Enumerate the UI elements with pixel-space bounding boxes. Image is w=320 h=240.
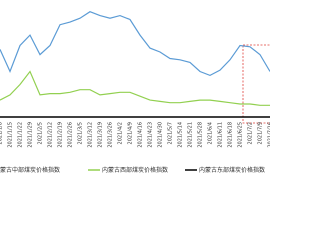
x-tick-label: 2021/4/16 [138, 122, 144, 148]
x-tick-label: 2021/1/29 [28, 122, 34, 148]
x-tick-label: 2021/2/12 [48, 122, 54, 148]
x-tick-label: 2021/3/26 [108, 122, 114, 148]
x-tick-label: 2021/3/5 [78, 122, 84, 144]
x-tick-label: 2021/1/22 [18, 122, 24, 148]
x-tick-label: 2021/7/16 [268, 122, 271, 148]
x-tick-label: 2021/4/9 [128, 122, 134, 144]
legend-label: 内蒙古中部煤炭价格指数 [0, 166, 60, 174]
x-tick-label: 2021/5/21 [188, 122, 194, 148]
x-tick-label: 2021/4/2 [118, 122, 124, 144]
series-line [0, 11, 270, 77]
x-tick-label: 2021/3/12 [88, 122, 94, 148]
x-tick-label: 2021/6/18 [228, 122, 234, 148]
x-tick-label: 2021/4/23 [148, 122, 154, 148]
chart: 2021/1/8 2021/1/15 2021/1/22 2021/1/29 2021/… [0, 11, 271, 174]
x-tick-label: 2021/2/5 [38, 122, 44, 144]
x-tick-label: 2021/4/30 [158, 122, 164, 148]
x-tick-label: 2021/6/4 [208, 122, 214, 144]
x-tick-label: 2021/5/7 [168, 122, 174, 144]
x-tick-label: 2021/5/14 [178, 122, 184, 148]
x-tick-label: 2021/1/8 [0, 122, 4, 144]
x-tick-label: 2021/6/11 [218, 122, 224, 148]
x-tick-label: 2021/2/19 [58, 122, 64, 148]
x-tick-label: 2021/6/25 [238, 122, 244, 148]
x-tick-label: 2021/5/28 [198, 122, 204, 148]
x-tick-label: 2021/1/15 [8, 122, 14, 148]
x-tick-label: 2021/2/26 [68, 122, 74, 148]
x-tick-label: 2021/3/19 [98, 122, 104, 148]
legend-label: 内蒙古西部煤炭价格指数 [102, 166, 168, 174]
series-line [0, 70, 270, 106]
highlight-box [242, 44, 270, 124]
legend-label: 内蒙古东部煤炭价格指数 [199, 166, 265, 174]
x-tick-label: 2021/7/2 [248, 122, 254, 144]
x-tick-label: 2021/7/9 [258, 122, 264, 144]
